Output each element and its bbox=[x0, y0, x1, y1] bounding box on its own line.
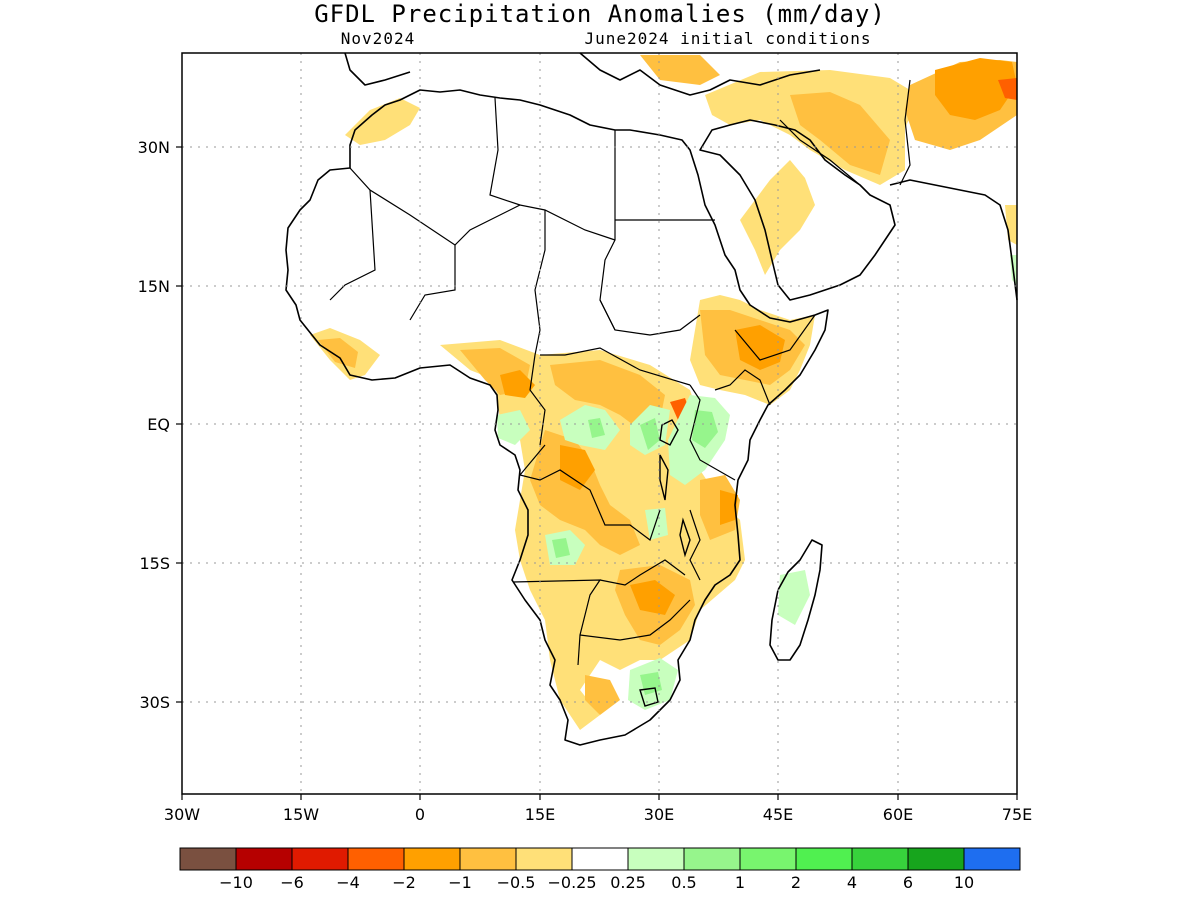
colorbar-label: −10 bbox=[219, 873, 253, 892]
lon-label-30w: 30W bbox=[164, 805, 200, 824]
lakes bbox=[639, 419, 691, 707]
lon-label-15e: 15E bbox=[525, 805, 555, 824]
madagascar-coastline bbox=[769, 539, 823, 661]
latitude-labels: 30N 15N EQ 15S 30S bbox=[138, 138, 170, 712]
lat-label-15s: 15S bbox=[139, 554, 170, 573]
lat-label-eq: EQ bbox=[147, 415, 170, 434]
colorbar-label: −2 bbox=[392, 873, 416, 892]
lat-label-15n: 15N bbox=[138, 277, 170, 296]
colorbar-label: −1 bbox=[448, 873, 472, 892]
colorbar-swatch bbox=[795, 847, 853, 871]
lat-label-30n: 30N bbox=[138, 138, 170, 157]
colorbar-swatch bbox=[907, 847, 965, 871]
axis-ticks bbox=[176, 146, 1018, 800]
colorbar-label: 4 bbox=[847, 873, 857, 892]
colorbar-swatch bbox=[515, 847, 573, 871]
colorbar-swatch bbox=[571, 847, 629, 871]
colorbar-swatch bbox=[851, 847, 909, 871]
lon-label-45e: 45E bbox=[763, 805, 793, 824]
colorbar-label: −4 bbox=[336, 873, 360, 892]
figure-title: GFDL Precipitation Anomalies (mm/day) bbox=[314, 0, 886, 28]
colorbar-swatch bbox=[179, 847, 237, 871]
colorbar-label: −0.25 bbox=[547, 873, 596, 892]
forecast-month: Nov2024 bbox=[341, 29, 415, 48]
colorbar-swatch bbox=[291, 847, 349, 871]
asia-coastline bbox=[889, 179, 1018, 301]
colorbar-label: 0.5 bbox=[671, 873, 696, 892]
colorbar-swatch bbox=[739, 847, 797, 871]
lon-label-15w: 15W bbox=[283, 805, 319, 824]
colorbar-label: 0.25 bbox=[610, 873, 646, 892]
lon-label-60e: 60E bbox=[883, 805, 913, 824]
colorbar-swatch bbox=[403, 847, 461, 871]
colorbar-swatch bbox=[235, 847, 293, 871]
lon-label-30e: 30E bbox=[644, 805, 674, 824]
colorbar-label: −6 bbox=[280, 873, 304, 892]
colorbar-label: 1 bbox=[735, 873, 745, 892]
colorbar-label: 10 bbox=[954, 873, 974, 892]
mediterranean-north-coast bbox=[579, 52, 821, 96]
graticule bbox=[182, 53, 1017, 794]
colorbar-swatch bbox=[963, 847, 1021, 871]
colorbar: −10 −6 −4 −2 −1 −0.5 −0.25 0.25 0.5 1 2 4 6 10 bbox=[179, 847, 1021, 892]
longitude-labels: 30W 15W 0 15E 30E 45E 60E 75E bbox=[164, 805, 1032, 824]
anomaly-fill-green bbox=[552, 410, 718, 695]
lon-label-75e: 75E bbox=[1002, 805, 1032, 824]
colorbar-swatch bbox=[347, 847, 405, 871]
country-borders bbox=[329, 79, 911, 666]
africa-coastline bbox=[285, 89, 829, 746]
lon-label-0: 0 bbox=[415, 805, 425, 824]
iberia-coastline bbox=[344, 52, 411, 86]
colorbar-label: 2 bbox=[791, 873, 801, 892]
lat-label-30s: 30S bbox=[139, 693, 170, 712]
colorbar-label: 6 bbox=[903, 873, 913, 892]
colorbar-swatch bbox=[627, 847, 685, 871]
colorbar-swatch bbox=[683, 847, 741, 871]
anomaly-fill-dark-orange bbox=[500, 58, 1017, 615]
colorbar-label: −0.5 bbox=[497, 873, 536, 892]
initial-conditions-label: June2024 initial conditions bbox=[584, 29, 871, 48]
colorbar-swatch bbox=[459, 847, 517, 871]
